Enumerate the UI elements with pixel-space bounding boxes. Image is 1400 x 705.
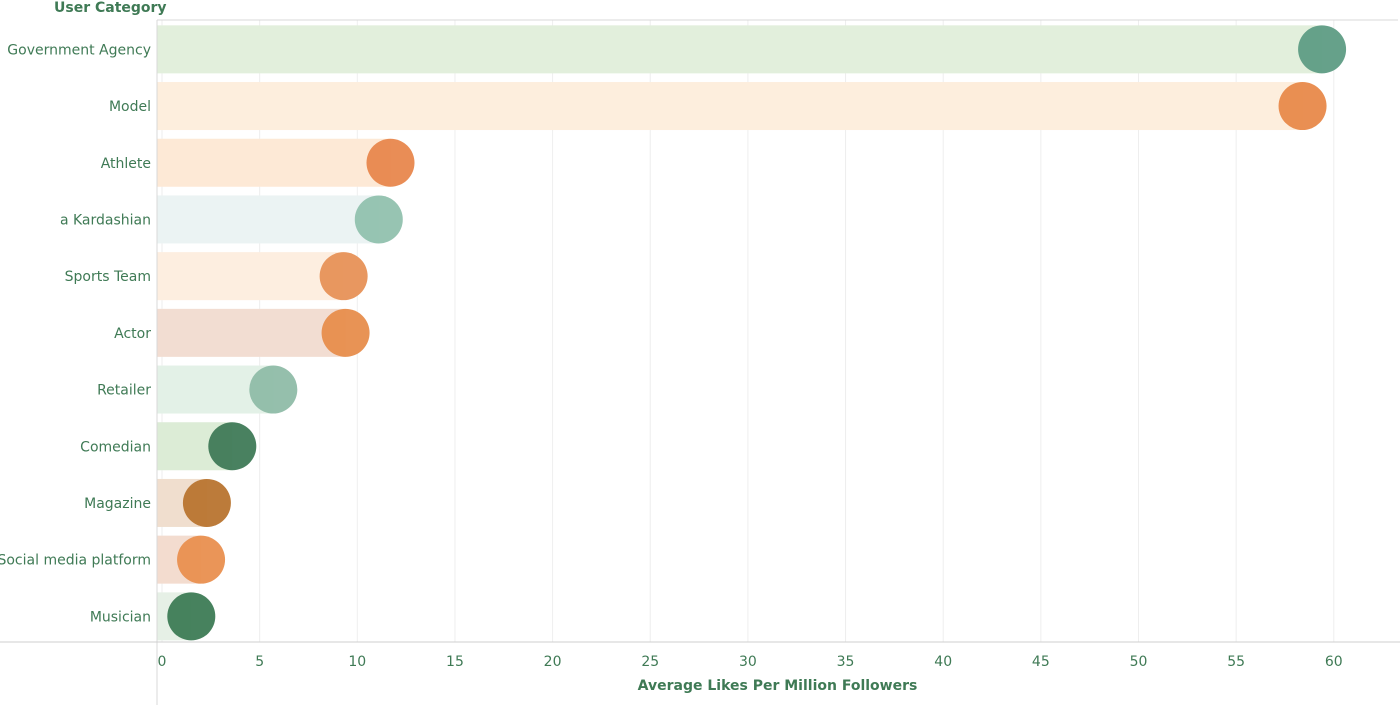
category-label: a Kardashian <box>60 212 151 228</box>
x-tick-label: 0 <box>158 654 167 670</box>
bar-model <box>157 82 1303 131</box>
x-tick-label: 30 <box>739 654 757 670</box>
category-label: Retailer <box>97 383 151 399</box>
dot-model <box>1278 82 1327 131</box>
dots <box>167 25 1347 641</box>
x-tick-label: 50 <box>1130 654 1148 670</box>
x-tick-label: 5 <box>255 654 264 670</box>
dot-a-kardashian <box>354 195 403 244</box>
bar-a-kardashian <box>157 195 379 244</box>
category-labels: Government Agency Model Athlete a Kardashia… <box>0 42 151 625</box>
dot-musician <box>167 592 216 641</box>
category-label: Musician <box>90 609 151 625</box>
dot-retailer <box>249 365 298 414</box>
y-axis-title: User Category <box>54 0 167 16</box>
x-tick-label: 15 <box>446 654 464 670</box>
bar-actor <box>157 308 346 357</box>
category-label: Athlete <box>101 156 151 172</box>
bars <box>157 25 1323 641</box>
category-label: Government Agency <box>7 42 151 58</box>
dot-magazine <box>182 478 231 527</box>
bar-athlete <box>157 138 391 187</box>
dot-actor <box>321 308 370 357</box>
bar-sports-team <box>157 252 344 301</box>
x-tick-label: 45 <box>1032 654 1050 670</box>
category-label: Social media platform <box>0 553 151 569</box>
bar-government-agency <box>157 25 1323 74</box>
category-label: Sports Team <box>65 269 151 285</box>
axes <box>0 19 1400 705</box>
x-tick-label: 10 <box>348 654 366 670</box>
dot-sports-team <box>319 252 368 301</box>
category-label: Actor <box>114 326 151 342</box>
dot-social-media-platform <box>177 535 226 584</box>
category-label: Magazine <box>84 496 151 512</box>
dot-athlete <box>366 138 415 187</box>
dot-government-agency <box>1298 25 1347 74</box>
dot-comedian <box>208 422 257 471</box>
x-tick-label: 40 <box>934 654 952 670</box>
category-label: Model <box>109 99 151 115</box>
x-tick-label: 25 <box>641 654 659 670</box>
x-axis-title: Average Likes Per Million Followers <box>637 678 918 694</box>
x-tick-label: 55 <box>1227 654 1245 670</box>
x-tick-label: 60 <box>1325 654 1343 670</box>
x-tick-labels: 0 5 10 15 20 25 30 35 40 45 50 55 60 <box>158 654 1343 670</box>
x-tick-label: 20 <box>544 654 562 670</box>
category-label: Comedian <box>80 439 151 455</box>
x-tick-label: 35 <box>837 654 855 670</box>
